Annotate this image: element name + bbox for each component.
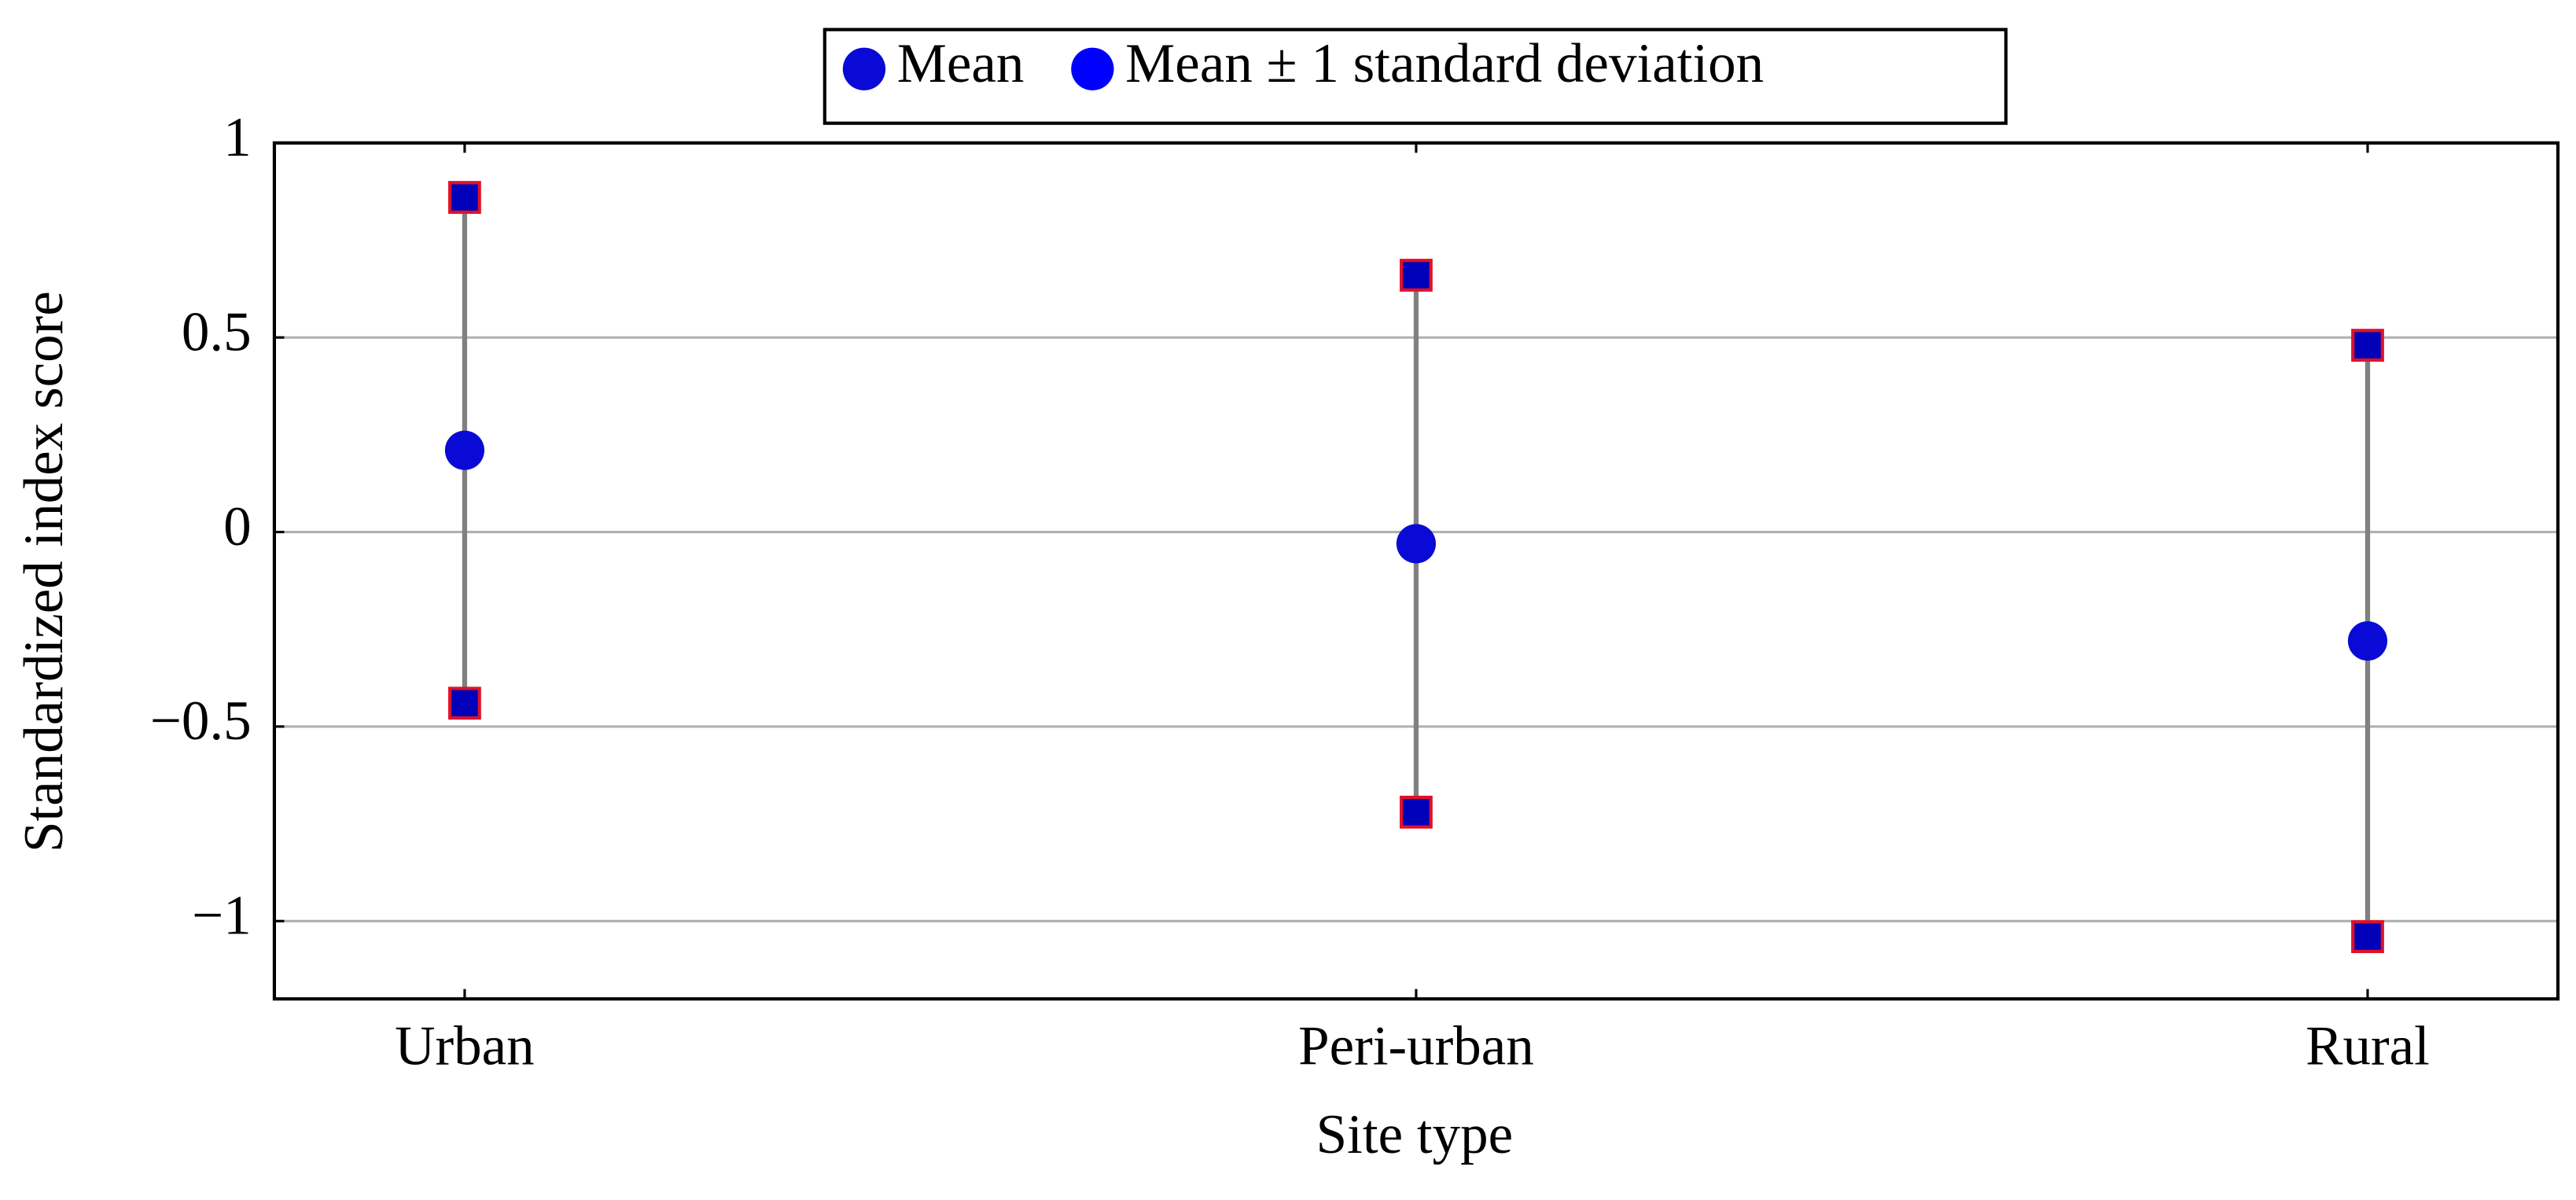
x-tick-label: Urban xyxy=(395,1015,534,1077)
y-tick-label: 0 xyxy=(223,496,252,558)
sd-marker xyxy=(448,687,481,720)
sd-marker xyxy=(1400,795,1433,829)
legend-label: Mean ± 1 standard deviation xyxy=(1125,33,1764,94)
y-tick-label: −0.5 xyxy=(150,690,252,752)
legend-marker xyxy=(1071,47,1114,90)
sd-marker xyxy=(1400,259,1433,292)
legend-marker xyxy=(842,47,886,90)
sd-marker xyxy=(448,181,481,214)
y-axis-label: Standardized index score xyxy=(13,291,75,852)
x-tick-label: Peri-urban xyxy=(1298,1015,1534,1077)
mean-marker xyxy=(1396,524,1437,564)
mean-marker xyxy=(444,430,485,470)
x-tick-label: Rural xyxy=(2306,1015,2430,1077)
sd-marker xyxy=(2351,329,2384,362)
mean-marker xyxy=(2347,621,2388,661)
x-axis-label: Site type xyxy=(1316,1104,1514,1165)
y-tick-label: 1 xyxy=(223,107,252,168)
y-tick-label: 0.5 xyxy=(182,301,252,363)
y-tick-label: −1 xyxy=(192,885,252,947)
legend-label: Mean xyxy=(897,33,1025,94)
legend-box xyxy=(822,28,2008,125)
sd-marker xyxy=(2351,920,2384,954)
